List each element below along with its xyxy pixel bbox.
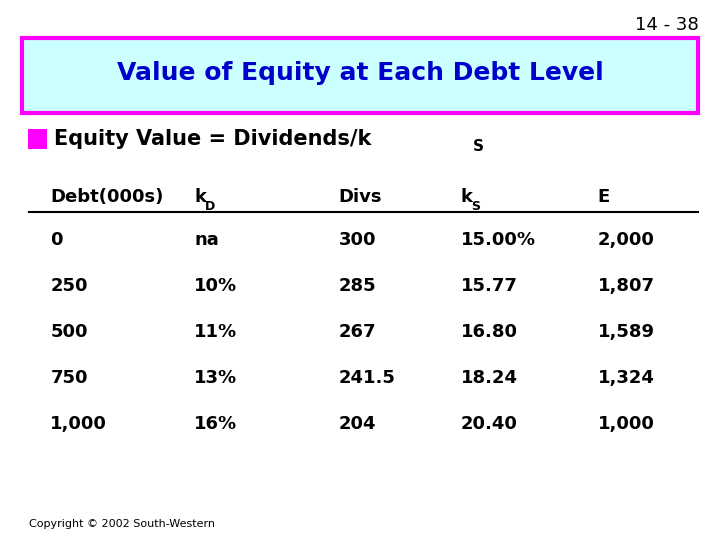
Text: 15.77: 15.77	[461, 277, 518, 295]
Text: 0: 0	[50, 231, 63, 249]
Text: 241.5: 241.5	[338, 369, 395, 387]
Text: Debt(000s): Debt(000s)	[50, 188, 163, 206]
Text: Value of Equity at Each Debt Level: Value of Equity at Each Debt Level	[117, 61, 603, 85]
Text: 10%: 10%	[194, 277, 238, 295]
Text: 20.40: 20.40	[461, 415, 518, 433]
FancyBboxPatch shape	[22, 38, 698, 113]
Text: 11%: 11%	[194, 323, 238, 341]
Text: na: na	[194, 231, 219, 249]
Text: 15.00%: 15.00%	[461, 231, 536, 249]
Text: 285: 285	[338, 277, 376, 295]
Text: 267: 267	[338, 323, 376, 341]
FancyBboxPatch shape	[28, 129, 47, 149]
Text: S: S	[472, 200, 481, 213]
Text: Equity Value = Dividends/k: Equity Value = Dividends/k	[54, 129, 372, 149]
Text: k: k	[461, 188, 473, 206]
Text: 1,324: 1,324	[598, 369, 654, 387]
Text: 1,589: 1,589	[598, 323, 654, 341]
Text: k: k	[194, 188, 207, 206]
Text: 300: 300	[338, 231, 376, 249]
Text: Copyright © 2002 South-Western: Copyright © 2002 South-Western	[29, 519, 215, 529]
Text: 1,000: 1,000	[50, 415, 107, 433]
Text: 18.24: 18.24	[461, 369, 518, 387]
Text: E: E	[598, 188, 610, 206]
Text: Divs: Divs	[338, 188, 382, 206]
Text: 250: 250	[50, 277, 88, 295]
Text: 500: 500	[50, 323, 88, 341]
Text: 16%: 16%	[194, 415, 238, 433]
Text: 750: 750	[50, 369, 88, 387]
Text: 1,807: 1,807	[598, 277, 654, 295]
Text: 14 - 38: 14 - 38	[634, 16, 698, 34]
Text: 204: 204	[338, 415, 376, 433]
Text: 16.80: 16.80	[461, 323, 518, 341]
Text: S: S	[473, 139, 484, 154]
Text: 2,000: 2,000	[598, 231, 654, 249]
Text: 13%: 13%	[194, 369, 238, 387]
Text: 1,000: 1,000	[598, 415, 654, 433]
Text: D: D	[205, 200, 215, 213]
